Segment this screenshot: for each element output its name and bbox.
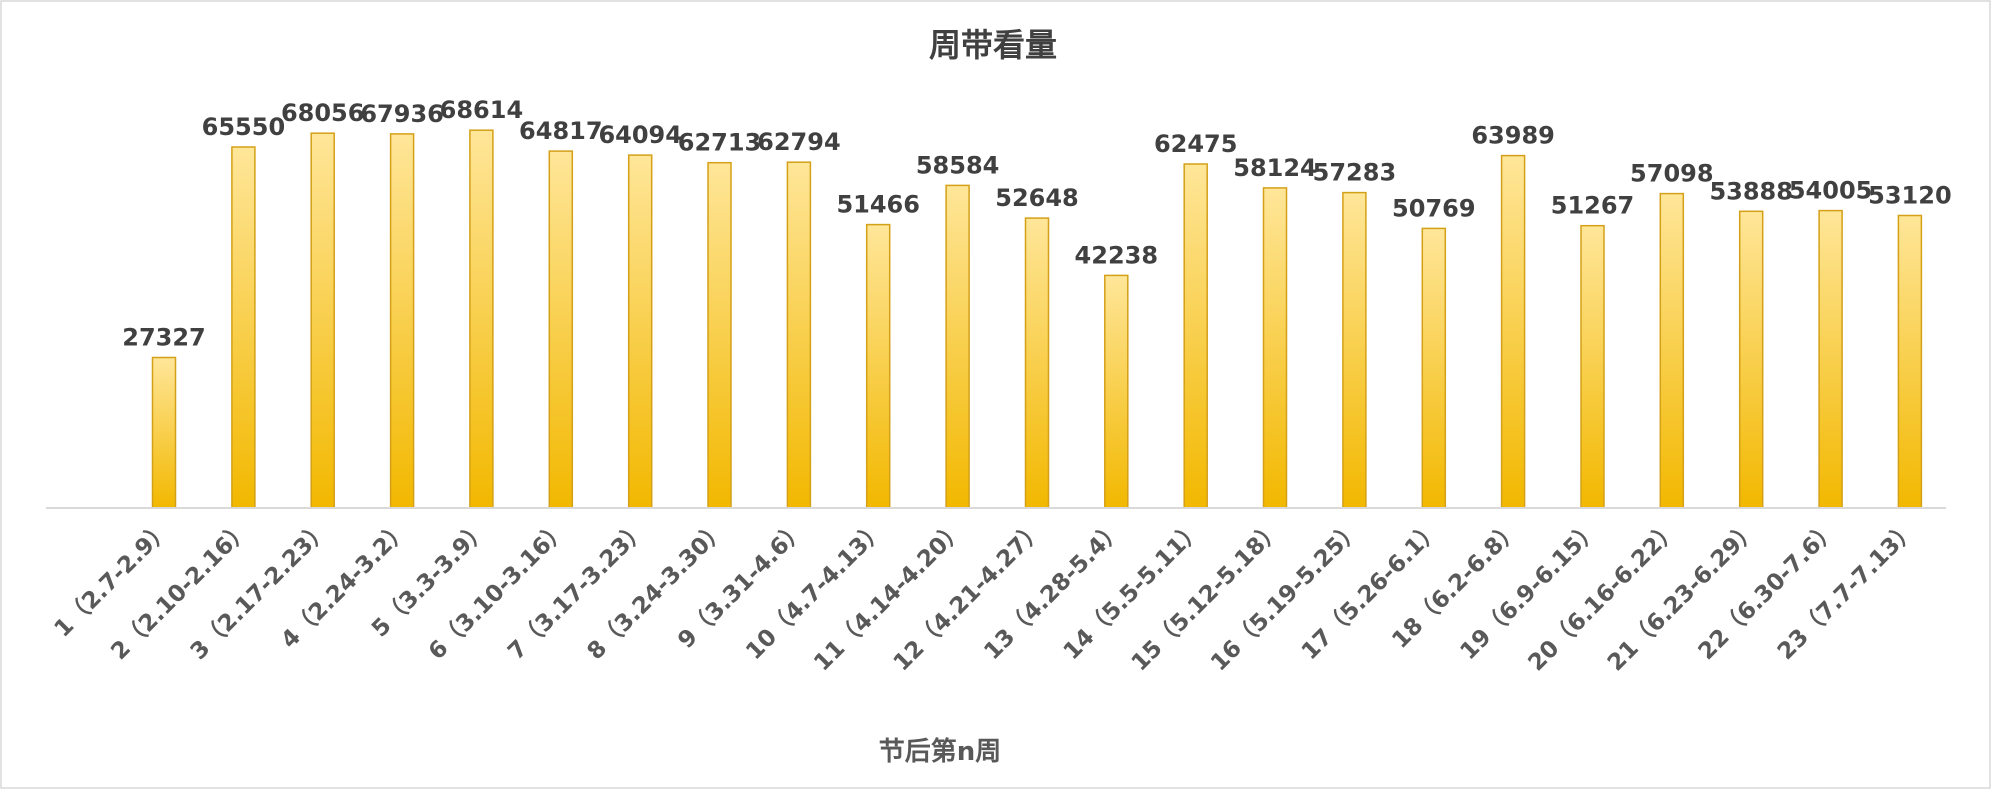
bar [1421, 227, 1447, 509]
bar [1897, 214, 1923, 509]
data-label: 53888 [1709, 177, 1793, 205]
data-label: 64817 [519, 117, 603, 145]
data-label: 58584 [916, 151, 1000, 179]
data-label: 62713 [678, 129, 762, 157]
data-label: 52648 [995, 184, 1079, 212]
bar [151, 356, 177, 509]
bar [1342, 191, 1367, 509]
bar [310, 132, 335, 509]
bar [627, 154, 653, 509]
bar [548, 150, 574, 509]
data-label: 50769 [1392, 194, 1476, 222]
data-label: 57283 [1313, 159, 1397, 187]
bar [1580, 224, 1605, 509]
data-label: 64094 [598, 121, 682, 149]
bar [389, 133, 415, 509]
bar [786, 161, 812, 509]
data-label: 27327 [122, 324, 206, 352]
data-label: 62475 [1154, 130, 1238, 158]
data-label: 58124 [1233, 154, 1317, 182]
bar [1659, 192, 1685, 509]
bar [231, 146, 256, 509]
data-label: 67936 [360, 100, 444, 128]
bar [469, 129, 494, 509]
data-label: 42238 [1075, 241, 1159, 269]
bar [1024, 217, 1050, 509]
bar [1183, 163, 1208, 509]
data-label: 51466 [836, 191, 920, 219]
bar [1500, 154, 1526, 509]
data-label: 54005 [1789, 177, 1873, 205]
bar [1738, 210, 1764, 509]
data-label: 65550 [202, 113, 286, 141]
bar [707, 161, 732, 509]
data-label: 57098 [1630, 160, 1714, 188]
bar [945, 184, 970, 509]
chart-title: 周带看量 [929, 26, 1057, 64]
bar [1818, 209, 1843, 509]
data-label: 68056 [281, 99, 365, 127]
bar [1104, 274, 1129, 509]
bars-group: 27327 65550680566793668614648176409462713… [122, 96, 1952, 509]
data-label: 62794 [757, 128, 841, 156]
bar [1262, 187, 1288, 509]
data-label: 63989 [1471, 122, 1555, 150]
bar [865, 223, 891, 509]
data-label: 51267 [1551, 192, 1635, 220]
data-label: 53120 [1868, 182, 1952, 210]
data-label: 68614 [440, 96, 524, 124]
x-axis-title: 节后第n周 [879, 736, 1002, 767]
